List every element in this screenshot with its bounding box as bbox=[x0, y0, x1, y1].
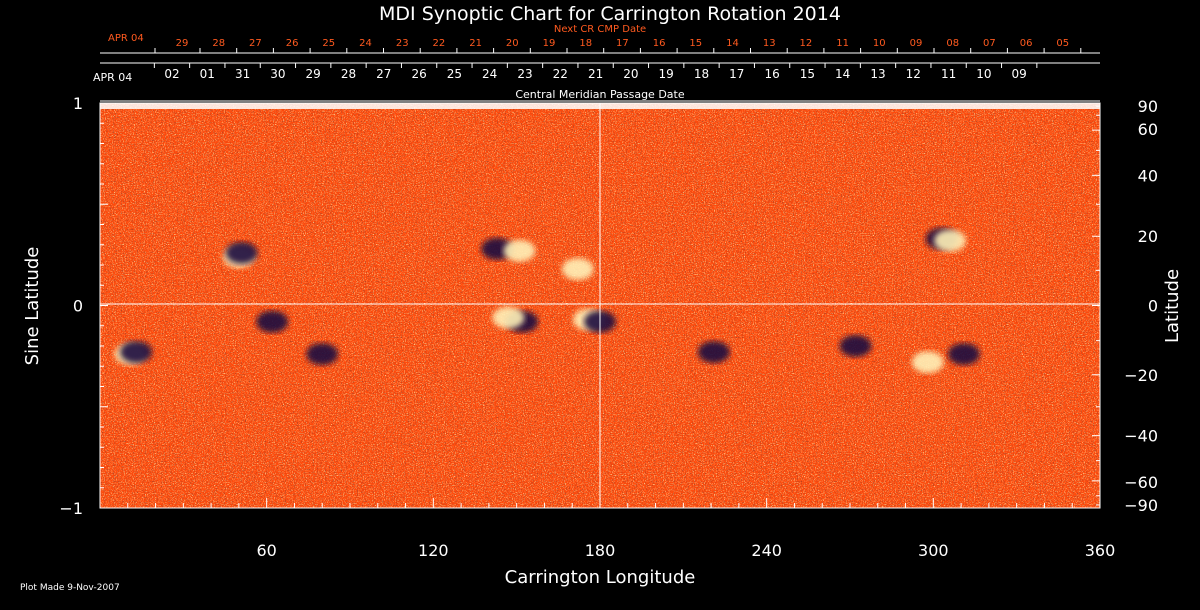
next-cr-start-label: APR 04 bbox=[108, 33, 144, 44]
next-cr-tick-label: 24 bbox=[359, 38, 372, 49]
next-cr-tick-label: 20 bbox=[506, 38, 519, 49]
cmp-tick-label: 30 bbox=[270, 67, 285, 81]
next-cr-tick-label: 22 bbox=[433, 38, 446, 49]
active-region-positive bbox=[561, 258, 594, 281]
next-cr-tick-label: 08 bbox=[946, 38, 959, 49]
y-right-tick-label: −40 bbox=[1124, 427, 1158, 446]
next-cr-tick-label: 05 bbox=[1056, 38, 1069, 49]
next-cr-tick-label: 13 bbox=[763, 38, 776, 49]
cmp-tick-label: 28 bbox=[341, 67, 356, 81]
next-cr-tick-label: 10 bbox=[873, 38, 886, 49]
plot-made-footer: Plot Made 9-Nov-2007 bbox=[20, 583, 120, 593]
cmp-axis-title: Central Meridian Passage Date bbox=[515, 88, 684, 101]
cmp-tick-label: 14 bbox=[835, 67, 850, 81]
y-left-tick-label: 1 bbox=[73, 94, 83, 113]
active-region-positive bbox=[934, 229, 966, 252]
cmp-tick-label: 20 bbox=[623, 67, 638, 81]
cmp-tick-label: 10 bbox=[976, 67, 991, 81]
y-axis-left-label: Sine Latitude bbox=[22, 247, 43, 366]
cmp-tick-label: 12 bbox=[906, 67, 921, 81]
next-cr-tick-label: 26 bbox=[286, 38, 299, 49]
next-cr-tick-label: 27 bbox=[249, 38, 262, 49]
cmp-tick-label: 09 bbox=[1012, 67, 1027, 81]
y-right-tick-label: −90 bbox=[1124, 496, 1158, 515]
next-cr-tick-label: 16 bbox=[653, 38, 666, 49]
active-region-positive bbox=[492, 306, 525, 329]
cmp-start-label: APR 04 bbox=[93, 71, 132, 84]
active-region-negative bbox=[306, 343, 339, 366]
y-right-tick-label: 20 bbox=[1138, 227, 1158, 246]
next-cr-tick-label: 23 bbox=[396, 38, 409, 49]
active-region-negative bbox=[697, 341, 730, 364]
x-tick-label: 180 bbox=[585, 541, 616, 560]
cmp-tick-label: 02 bbox=[164, 67, 179, 81]
active-region-negative bbox=[947, 343, 980, 366]
next-cr-tick-label: 29 bbox=[176, 38, 189, 49]
cmp-tick-label: 19 bbox=[659, 67, 674, 81]
cmp-tick-label: 21 bbox=[588, 67, 603, 81]
active-region-positive bbox=[911, 351, 944, 374]
y-right-tick-label: 60 bbox=[1138, 120, 1158, 139]
next-cr-tick-label: 18 bbox=[579, 38, 592, 49]
x-tick-label: 60 bbox=[256, 541, 276, 560]
active-region-negative bbox=[225, 241, 258, 264]
x-tick-label: 360 bbox=[1085, 541, 1116, 560]
cmp-tick-label: 11 bbox=[941, 67, 956, 81]
y-left-tick-label: −1 bbox=[59, 499, 83, 518]
cmp-tick-label: 22 bbox=[553, 67, 568, 81]
y-right-tick-label: 0 bbox=[1148, 297, 1158, 316]
cmp-tick-label: 01 bbox=[200, 67, 215, 81]
cmp-tick-label: 24 bbox=[482, 67, 497, 81]
x-tick-label: 120 bbox=[418, 541, 449, 560]
next-cr-tick-label: 14 bbox=[726, 38, 739, 49]
cmp-tick-label: 13 bbox=[870, 67, 885, 81]
active-region-negative bbox=[839, 335, 872, 357]
cmp-tick-label: 29 bbox=[306, 67, 321, 81]
chart-title: MDI Synoptic Chart for Carrington Rotati… bbox=[379, 3, 841, 25]
next-cr-tick-label: 07 bbox=[983, 38, 996, 49]
y-left-tick-label: 0 bbox=[73, 297, 83, 316]
cmp-tick-label: 26 bbox=[411, 67, 426, 81]
next-cr-axis-title: Next CR CMP Date bbox=[554, 24, 646, 35]
cmp-tick-label: 27 bbox=[376, 67, 391, 81]
cmp-tick-label: 31 bbox=[235, 67, 250, 81]
cmp-tick-label: 25 bbox=[447, 67, 462, 81]
cmp-tick-label: 16 bbox=[764, 67, 779, 81]
cmp-tick-label: 18 bbox=[694, 67, 709, 81]
next-cr-tick-label: 17 bbox=[616, 38, 629, 49]
y-right-tick-label: −20 bbox=[1124, 366, 1158, 385]
axes: 60 120 180 240 300 36010−1906040200−20−40−60−… bbox=[59, 38, 1158, 560]
next-cr-tick-label: 15 bbox=[689, 38, 702, 49]
y-right-tick-label: −60 bbox=[1124, 473, 1158, 492]
y-axis-right-label: Latitude bbox=[1162, 269, 1183, 343]
active-regions bbox=[114, 227, 980, 374]
cmp-tick-label: 15 bbox=[800, 67, 815, 81]
active-region-negative bbox=[256, 310, 289, 333]
x-tick-label: 240 bbox=[751, 541, 782, 560]
x-axis-label: Carrington Longitude bbox=[505, 567, 696, 588]
cmp-tick-label: 17 bbox=[729, 67, 744, 81]
next-cr-tick-label: 12 bbox=[800, 38, 813, 49]
y-right-tick-label: 90 bbox=[1138, 97, 1158, 116]
x-tick-label: 300 bbox=[918, 541, 949, 560]
next-cr-tick-label: 19 bbox=[543, 38, 556, 49]
next-cr-tick-label: 25 bbox=[322, 38, 335, 49]
active-region-positive bbox=[503, 239, 536, 262]
next-cr-tick-label: 06 bbox=[1020, 38, 1033, 49]
next-cr-tick-label: 09 bbox=[910, 38, 923, 49]
next-cr-tick-label: 28 bbox=[212, 38, 225, 49]
active-region-negative bbox=[120, 341, 153, 364]
next-cr-tick-label: 21 bbox=[469, 38, 482, 49]
cmp-tick-label: 23 bbox=[517, 67, 532, 81]
next-cr-tick-label: 11 bbox=[836, 38, 849, 49]
y-right-tick-label: 40 bbox=[1138, 166, 1158, 185]
